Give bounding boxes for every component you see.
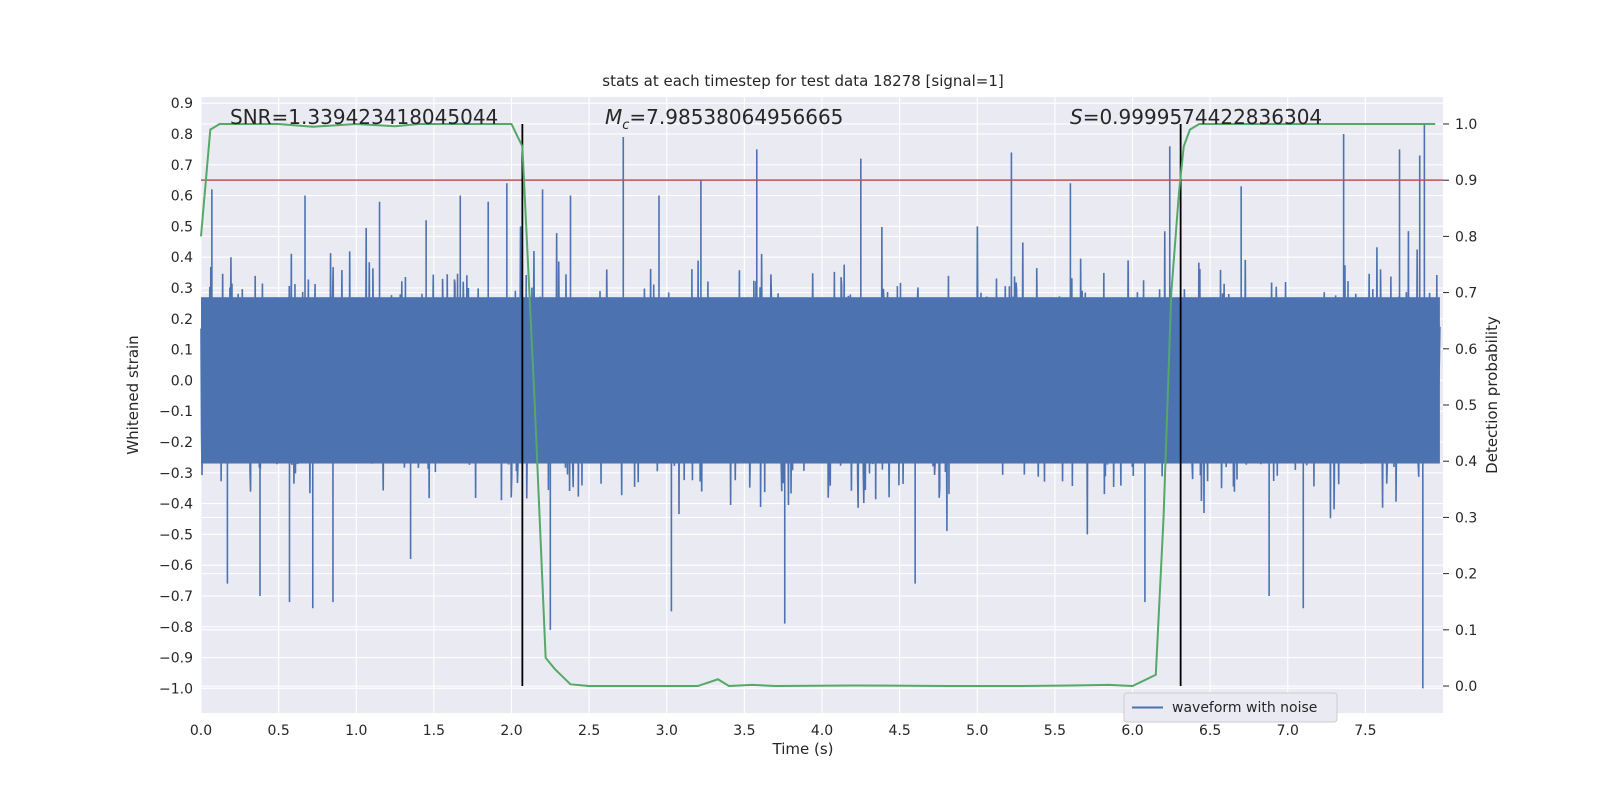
waveform-core <box>201 297 1440 464</box>
y-tick-label-left: −0.8 <box>159 620 193 636</box>
y-tick-label-right: 0.7 <box>1455 286 1477 302</box>
legend-box <box>1123 692 1338 723</box>
y-tick-label-left: −0.9 <box>159 651 193 667</box>
y-tick-label-left: −0.1 <box>159 404 193 420</box>
chirp-mass-annotation: Mc=7.98538064956665 <box>605 105 843 133</box>
y-tick-label-right: 1.0 <box>1455 117 1477 133</box>
axes: 0.0 0.5 1.0 1.5 2.0 2.5 3.0 3.5 4.0 4.5 5.0 5.5 6.0 6… <box>159 96 1477 739</box>
y-tick-label-right: 0.1 <box>1455 623 1477 639</box>
legend-label: waveform with noise <box>1172 700 1317 716</box>
x-tick-label: 5.5 <box>1044 723 1066 739</box>
x-tick-label: 4.0 <box>811 723 833 739</box>
y-tick-label-left: 0.1 <box>171 343 193 359</box>
y-axis-label-left: Whitened strain <box>124 335 142 454</box>
y-tick-label-right: 0.2 <box>1455 567 1477 583</box>
x-tick-label: 7.5 <box>1354 723 1376 739</box>
y-tick-label-left: −0.5 <box>159 527 193 543</box>
y-tick-label-right: 0.0 <box>1455 679 1477 695</box>
detection-probability-line <box>200 122 1436 688</box>
y-tick-label-right: 0.4 <box>1455 454 1477 470</box>
x-tick-label: 3.0 <box>656 723 678 739</box>
s-value: =0.9999574422836304 <box>1083 105 1322 129</box>
y-tick-label-left: 0.8 <box>171 127 193 143</box>
overlay-lines <box>200 122 1443 688</box>
x-tick-label: 7.0 <box>1277 723 1299 739</box>
y-tick-label-right: 0.9 <box>1455 173 1477 189</box>
x-tick-label: 5.0 <box>966 723 988 739</box>
y-tick-label-left: 0.4 <box>171 250 193 266</box>
x-axis-label: Time (s) <box>772 740 834 758</box>
y-tick-label-right: 0.6 <box>1455 342 1477 358</box>
x-tick-label: 0.5 <box>267 723 289 739</box>
y-axis-label-right: Detection probability <box>1483 316 1501 474</box>
y-tick-label-left: 0.7 <box>171 158 193 174</box>
x-tick-label: 2.0 <box>500 723 522 739</box>
snr-annotation: SNR=1.339423418045044 <box>230 105 498 129</box>
mc-value: =7.98538064956665 <box>629 105 843 129</box>
y-tick-label-left: 0.5 <box>171 219 193 235</box>
x-tick-label: 6.0 <box>1121 723 1143 739</box>
x-tick-label: 1.0 <box>345 723 367 739</box>
x-tick-label: 3.5 <box>733 723 755 739</box>
mc-subscript: c <box>622 118 629 133</box>
y-tick-label-right: 0.5 <box>1455 398 1477 414</box>
y-tick-label-left: 0.6 <box>171 189 193 205</box>
y-tick-label-left: 0.2 <box>171 312 193 328</box>
y-tick-label-right: 0.3 <box>1455 510 1477 526</box>
waveform-series <box>200 124 1441 689</box>
s-symbol: S <box>1070 105 1083 129</box>
y-tick-label-left: −0.4 <box>159 497 193 513</box>
x-tick-label: 0.0 <box>190 723 212 739</box>
y-tick-label-left: 0.9 <box>171 96 193 112</box>
y-tick-label-left: −0.7 <box>159 589 193 605</box>
y-tick-label-left: −1.0 <box>159 681 193 697</box>
x-tick-label: 1.5 <box>423 723 445 739</box>
y-tick-label-left: −0.6 <box>159 558 193 574</box>
x-tick-label: 6.5 <box>1199 723 1221 739</box>
x-tick-label: 4.5 <box>888 723 910 739</box>
s-annotation: S=0.9999574422836304 <box>1070 105 1322 129</box>
mc-symbol: M <box>605 105 622 129</box>
chart-title: stats at each timestep for test data 182… <box>602 72 1003 90</box>
y-tick-label-left: 0.0 <box>171 373 193 389</box>
y-tick-label-left: −0.3 <box>159 466 193 482</box>
x-tick-label: 2.5 <box>578 723 600 739</box>
legend: waveform with noise <box>1123 692 1338 723</box>
y-tick-label-left: 0.3 <box>171 281 193 297</box>
y-tick-label-right: 0.8 <box>1455 229 1477 245</box>
y-tick-label-left: −0.2 <box>159 435 193 451</box>
